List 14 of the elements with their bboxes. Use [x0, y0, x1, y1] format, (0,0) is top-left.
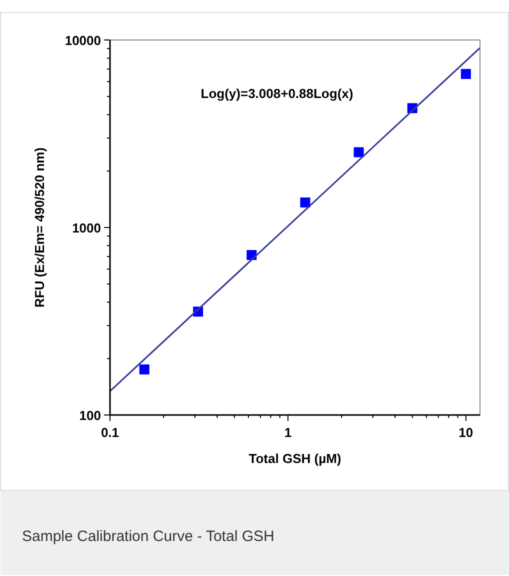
- x-tick-label: 0.1: [100, 425, 120, 440]
- point: [139, 364, 150, 374]
- x-axis-title: Total GSH (µM): [248, 451, 342, 466]
- y-tick-label: 10000: [64, 33, 101, 48]
- y-tick-label: 100: [79, 408, 101, 423]
- x-tick-label: 10: [458, 425, 474, 440]
- point: [460, 68, 471, 79]
- point: [354, 147, 364, 158]
- annotation: Log(y)=3.008+0.88Log(x): [200, 86, 354, 101]
- x-tick-label: 1: [284, 425, 292, 440]
- point: [300, 197, 310, 208]
- y-axis-title: RFU (Ex/Em= 490/520 nm): [32, 147, 47, 308]
- text: Sample Calibration Curve - Total GSH: [22, 528, 274, 545]
- y-tick-label: 1000: [72, 220, 101, 236]
